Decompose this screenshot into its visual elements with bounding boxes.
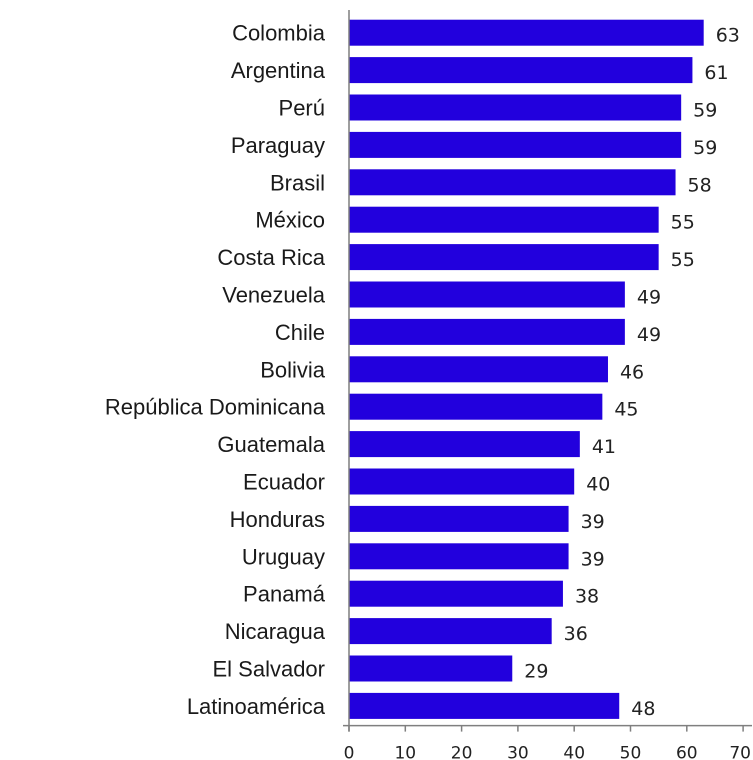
category-label: Venezuela (222, 283, 326, 308)
value-label: 39 (581, 548, 605, 570)
category-label: Brasil (270, 170, 325, 195)
bar (349, 131, 682, 158)
bar (349, 19, 704, 46)
value-label: 41 (592, 436, 616, 458)
bar (349, 431, 580, 458)
category-label: Perú (279, 96, 325, 121)
x-tick-label: 30 (507, 744, 529, 760)
category-label: República Dominicana (105, 395, 326, 420)
category-label: Nicaragua (225, 619, 326, 644)
category-labels-group: Colombia Argentina Perú Paraguay Brasil Méxic… (105, 21, 326, 719)
bar (349, 318, 625, 345)
bar (349, 356, 608, 383)
bar (349, 94, 682, 121)
category-label: Costa Rica (217, 245, 325, 270)
bars-group (349, 19, 704, 719)
value-label: 46 (620, 361, 644, 383)
category-label: Uruguay (242, 544, 325, 569)
x-tick-label: 70 (729, 744, 751, 760)
bar (349, 206, 659, 233)
category-label: Argentina (231, 58, 326, 83)
category-label: Ecuador (243, 470, 325, 495)
bar (349, 655, 513, 682)
bar (349, 505, 569, 532)
value-label: 58 (688, 174, 712, 196)
x-tick-label: 0 (344, 744, 355, 760)
value-label: 59 (693, 137, 717, 159)
x-tick-label: 20 (451, 744, 473, 760)
value-labels-group: 63 61 59 59 58 55 55 49 49 46 45 41 40 39 39 38 36 29 48 (524, 25, 740, 720)
value-label: 40 (586, 474, 610, 496)
category-label: Paraguay (231, 133, 325, 158)
category-label: Guatemala (217, 432, 325, 457)
bar (349, 244, 659, 271)
value-label: 29 (524, 661, 548, 683)
x-tick-label: 40 (563, 744, 585, 760)
bar (349, 580, 563, 607)
category-label: Latinoamérica (187, 694, 326, 719)
value-label: 49 (637, 287, 661, 309)
value-label: 63 (716, 25, 740, 47)
value-label: 36 (564, 623, 588, 645)
bar (349, 281, 625, 308)
category-label: Honduras (230, 507, 325, 532)
value-label: 48 (631, 698, 655, 720)
bar (349, 169, 676, 196)
bar (349, 692, 620, 719)
x-tick-label: 10 (394, 744, 416, 760)
category-label: El Salvador (212, 657, 325, 682)
bar (349, 57, 693, 84)
category-label: Bolivia (260, 357, 326, 382)
bar (349, 468, 575, 495)
category-label: Chile (275, 320, 325, 345)
category-label: México (255, 208, 325, 233)
value-label: 45 (614, 399, 638, 421)
value-label: 55 (671, 212, 695, 234)
bar (349, 543, 569, 570)
bar (349, 618, 552, 645)
category-label: Panamá (243, 582, 326, 607)
x-tick-label: 50 (620, 744, 642, 760)
bar (349, 393, 603, 420)
category-label: Colombia (232, 21, 326, 46)
value-label: 61 (704, 62, 728, 84)
value-label: 59 (693, 100, 717, 122)
value-label: 38 (575, 586, 599, 608)
value-label: 55 (671, 249, 695, 271)
value-label: 49 (637, 324, 661, 346)
value-label: 39 (581, 511, 605, 533)
x-tick-label: 60 (676, 744, 698, 760)
x-ticks-group: 0 10 20 30 40 50 60 70 (344, 725, 751, 760)
